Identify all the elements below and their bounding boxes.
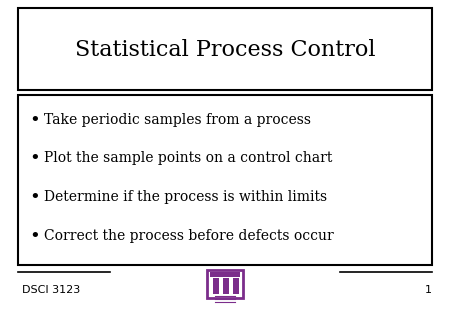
- Text: Plot the sample points on a control chart: Plot the sample points on a control char…: [44, 151, 333, 165]
- Text: Determine if the process is within limits: Determine if the process is within limit…: [44, 190, 327, 204]
- Text: DSCI 3123: DSCI 3123: [22, 285, 80, 295]
- FancyBboxPatch shape: [233, 278, 239, 294]
- FancyBboxPatch shape: [223, 278, 229, 294]
- Text: Correct the process before defects occur: Correct the process before defects occur: [44, 229, 334, 243]
- FancyBboxPatch shape: [207, 270, 243, 298]
- FancyBboxPatch shape: [18, 8, 432, 90]
- FancyBboxPatch shape: [210, 272, 240, 277]
- Text: •: •: [30, 188, 40, 206]
- Text: Statistical Process Control: Statistical Process Control: [75, 39, 375, 61]
- FancyBboxPatch shape: [213, 278, 219, 294]
- Text: •: •: [30, 149, 40, 167]
- Text: Take periodic samples from a process: Take periodic samples from a process: [44, 113, 311, 127]
- Text: 1: 1: [425, 285, 432, 295]
- FancyBboxPatch shape: [18, 95, 432, 265]
- Text: •: •: [30, 111, 40, 129]
- Text: •: •: [30, 227, 40, 245]
